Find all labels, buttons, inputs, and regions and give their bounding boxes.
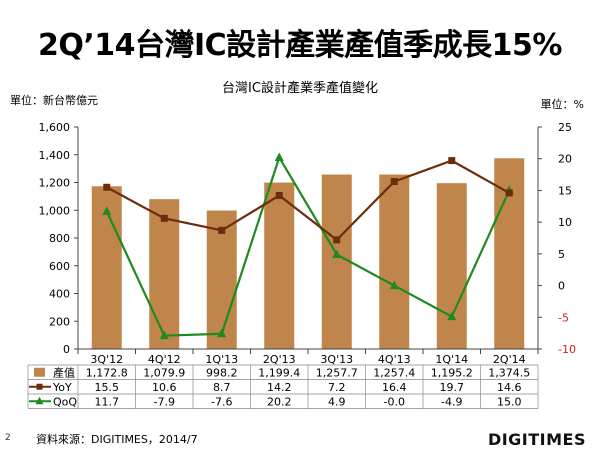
left-tick-label: 1,000 [39, 204, 71, 217]
data-label: -7.6 [211, 395, 232, 408]
digitimes-logo: DIGITIMES [487, 430, 586, 449]
left-tick-label: 600 [49, 260, 70, 273]
right-tick-label: 20 [558, 153, 572, 166]
data-label: 1,199.4 [258, 366, 300, 379]
legend-square-key [36, 383, 43, 390]
data-label: -0.0 [384, 395, 405, 408]
data-label: 20.2 [267, 395, 292, 408]
left-tick-label: 1,600 [39, 121, 71, 134]
qoq-point [159, 330, 169, 340]
data-label: 1,079.9 [143, 366, 185, 379]
x-tick-label: 2Q'13 [263, 353, 296, 366]
source-note: 資料來源：DIGITIMES，2014/7 [36, 433, 198, 446]
data-label: -7.9 [154, 395, 175, 408]
yoy-line [106, 159, 510, 242]
x-tick-label: 3Q'13 [320, 353, 353, 366]
chart-title: 台灣IC設計產業季產值變化 [222, 81, 378, 96]
data-label: 998.2 [206, 366, 238, 379]
yoy-point [275, 192, 283, 200]
qoq-line [105, 154, 511, 337]
legend-triangle-key [35, 396, 44, 405]
data-label: 19.7 [440, 381, 465, 394]
right-tick-label: 10 [558, 216, 572, 229]
legend-label: QoQ [53, 395, 77, 408]
left-tick-label: 800 [49, 232, 70, 245]
data-label: 15.5 [95, 381, 120, 394]
right-tick-label: 15 [558, 184, 572, 197]
x-tick-label: 2Q'14 [493, 353, 526, 366]
qoq-point [332, 249, 342, 258]
x-tick-label: 4Q'13 [378, 353, 411, 366]
left-tick-label: 0 [63, 343, 70, 356]
data-label: 8.7 [213, 381, 231, 394]
legend-bar-key [34, 367, 45, 377]
data-label: 1,172.8 [86, 366, 128, 379]
data-label: 14.2 [267, 381, 292, 394]
data-label: 1,195.2 [431, 366, 473, 379]
data-label: 15.0 [497, 395, 522, 408]
data-label: 1,257.4 [373, 366, 415, 379]
bar [264, 182, 295, 349]
legend-label: 產值 [53, 365, 75, 379]
yoy-point [218, 226, 226, 234]
data-label: 10.6 [152, 381, 177, 394]
yoy-point [103, 183, 111, 191]
qoq-point [102, 206, 112, 215]
data-label: 1,374.5 [488, 366, 530, 379]
qoq-point [274, 152, 284, 161]
bar [436, 183, 467, 349]
x-tick-label: 3Q'12 [90, 353, 123, 366]
data-label: 14.6 [497, 381, 522, 394]
yoy-point [333, 236, 341, 244]
page-number: 2 [5, 433, 11, 443]
data-label: 1,257.7 [316, 366, 358, 379]
qoq-point [389, 280, 399, 290]
right-tick-label: 5 [558, 248, 565, 261]
data-label: 4.9 [328, 395, 346, 408]
x-tick-label: 4Q'12 [148, 353, 181, 366]
qoq-point [217, 328, 227, 338]
left-unit-label: 單位：新台幣億元 [10, 94, 98, 107]
data-label: -4.9 [441, 395, 462, 408]
yoy-point [505, 189, 513, 197]
right-tick-label: -5 [558, 311, 569, 324]
qoq-point [447, 311, 457, 321]
slide-title: 2Q’14台灣IC設計產業產值季成長15% [37, 28, 563, 63]
left-tick-label: 200 [49, 315, 70, 328]
yoy-point [160, 214, 168, 222]
x-tick-label: 1Q'14 [435, 353, 468, 366]
left-tick-label: 1,400 [39, 149, 71, 162]
bar [321, 174, 352, 349]
bar [149, 199, 180, 349]
right-tick-label: 25 [558, 121, 572, 134]
left-tick-label: 1,200 [39, 177, 71, 190]
legend-label: YoY [52, 381, 72, 394]
yoy-point [390, 178, 398, 186]
data-label: 7.2 [328, 381, 346, 394]
right-unit-label: 單位：% [540, 98, 584, 111]
data-label: 16.4 [382, 381, 407, 394]
bar [379, 174, 410, 349]
right-tick-label: -10 [558, 343, 576, 356]
left-tick-label: 400 [49, 288, 70, 301]
x-tick-label: 1Q'13 [205, 353, 238, 366]
yoy-point [448, 157, 456, 165]
data-label: 11.7 [95, 395, 120, 408]
right-tick-label: 0 [558, 280, 565, 293]
